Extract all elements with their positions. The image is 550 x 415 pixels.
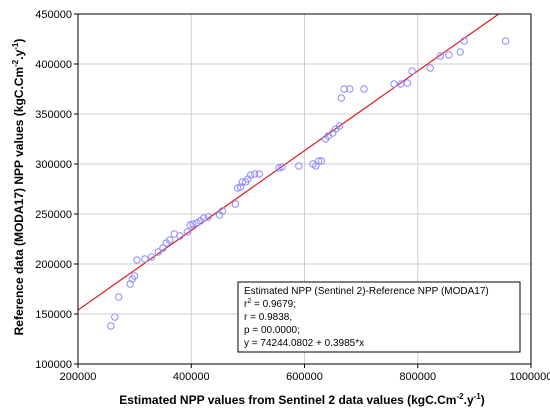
data-point [176, 232, 184, 240]
y-tick-label: 400000 [35, 59, 72, 71]
stats-r-squared: r2 = 0.9679; [244, 298, 296, 310]
data-point [141, 255, 149, 263]
data-point [408, 67, 416, 75]
data-point [238, 178, 246, 186]
data-point [403, 79, 412, 87]
data-point [111, 313, 119, 321]
regression-line [77, 13, 500, 311]
y-tick-label: 200000 [35, 259, 72, 271]
data-point [436, 52, 445, 60]
data-point [456, 48, 464, 56]
data-point [218, 207, 227, 215]
stats-box: Estimated NPP (Sentinel 2)-Reference NPP… [237, 281, 521, 353]
stats-equation: y = 74244.0802 + 0.3985*x [244, 338, 364, 349]
data-point [250, 170, 259, 178]
data-point [360, 85, 368, 93]
data-point [133, 256, 141, 264]
data-point [317, 157, 326, 165]
data-point [501, 37, 510, 45]
data-point [200, 214, 208, 222]
data-point [340, 85, 348, 93]
regression-line-layer [77, 13, 500, 311]
data-point [166, 236, 174, 244]
data-point [335, 122, 344, 130]
data-points [107, 37, 510, 330]
y-tick-label: 450000 [35, 9, 72, 21]
data-point [346, 85, 354, 93]
y-tick-label: 150000 [35, 309, 72, 321]
data-point [231, 200, 240, 208]
y-tick-label: 250000 [35, 209, 72, 221]
stats-title: Estimated NPP (Sentinel 2)-Reference NPP… [244, 286, 489, 297]
y-axis-title: Reference data (MODA17) NPP values (kgC.… [11, 39, 26, 336]
data-point [278, 163, 286, 171]
data-point [107, 322, 115, 330]
y-tick-label: 100000 [35, 359, 72, 371]
data-point [154, 248, 163, 256]
y-tick-label: 300000 [35, 159, 72, 171]
data-point [390, 80, 398, 88]
data-point [337, 94, 346, 102]
data-point [460, 37, 468, 45]
data-point [314, 157, 323, 165]
stats-box-frame [237, 281, 521, 353]
data-point [236, 183, 245, 191]
data-point [189, 220, 197, 228]
x-tick-label: 600000 [286, 371, 323, 383]
x-tick-label: 800000 [399, 371, 436, 383]
data-point [295, 162, 303, 170]
x-tick-label: 400000 [173, 371, 210, 383]
data-point [247, 171, 255, 179]
data-point [397, 80, 405, 88]
data-point [115, 293, 123, 301]
x-axis-ticks: 200000 400000 600000 800000 1000000 [60, 364, 550, 383]
x-tick-label: 1000000 [510, 371, 550, 383]
data-point [130, 272, 139, 280]
data-point [204, 213, 212, 221]
x-axis-title: Estimated NPP values from Sentinel 2 dat… [119, 392, 485, 407]
data-point [159, 244, 167, 252]
y-axis-ticks: 100000 150000 200000 250000 300000 350000 4000… [35, 9, 78, 371]
data-point [445, 51, 453, 59]
data-point [426, 64, 434, 72]
data-point [147, 253, 156, 261]
stats-p: p = 00.0000; [244, 325, 300, 336]
data-point [183, 228, 191, 236]
data-point [255, 170, 263, 178]
y-tick-label: 350000 [35, 109, 72, 121]
stats-r: r = 0.9838, [244, 312, 292, 323]
x-tick-label: 200000 [60, 371, 97, 383]
